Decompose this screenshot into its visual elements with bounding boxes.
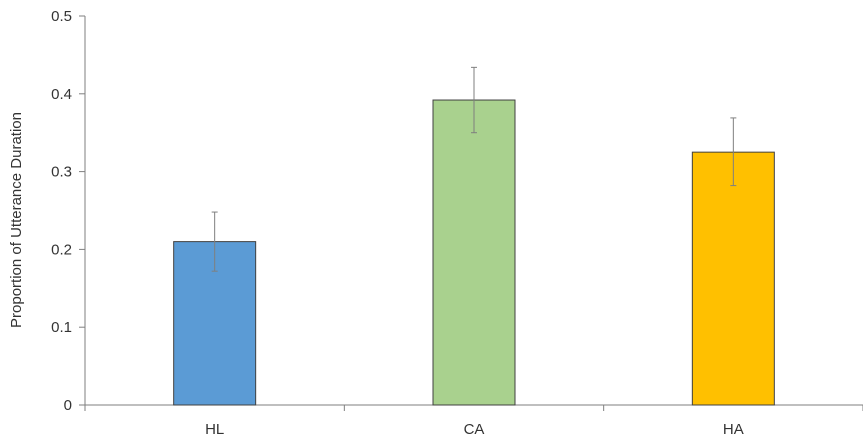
bar-ha [691, 151, 775, 406]
x-axis: HL CA HA [84, 404, 863, 438]
error-bars [211, 66, 737, 272]
error-bar-ca [471, 66, 477, 134]
x-tick-label: CA [464, 421, 485, 438]
bar-ca [432, 99, 516, 406]
y-tick-label: 0.5 [51, 8, 72, 25]
x-tick-label: HL [205, 421, 224, 438]
x-tick-label: HA [723, 421, 744, 438]
y-tick-label: 0.2 [51, 241, 72, 258]
error-bar-hl [211, 211, 218, 272]
y-tick-label: 0.4 [51, 86, 72, 103]
y-tick-label: 0.1 [51, 319, 72, 336]
y-axis: 0 0.1 0.2 0.3 0.4 0.5 [51, 8, 86, 414]
y-tick-label: 0.3 [51, 164, 72, 181]
y-tick-label: 0 [64, 397, 72, 414]
bars [173, 99, 775, 406]
y-axis-title: Proportion of Utterance Duration [8, 112, 25, 328]
error-bar-ha [730, 117, 737, 187]
